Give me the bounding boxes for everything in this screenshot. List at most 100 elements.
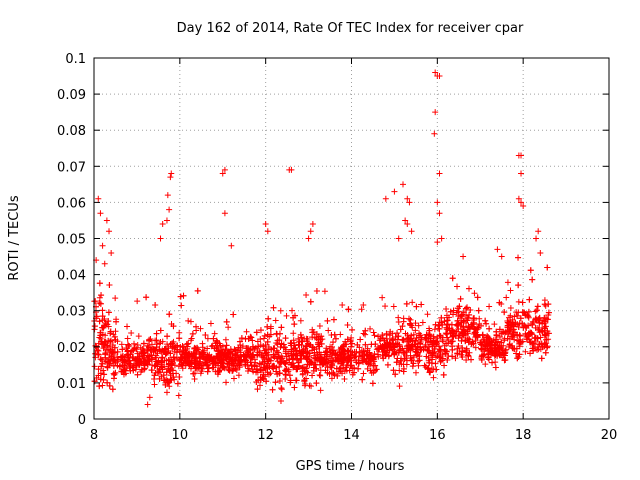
data-point: [253, 329, 260, 336]
data-point-outlier: [157, 235, 164, 242]
data-point: [233, 367, 240, 374]
data-point: [491, 341, 498, 348]
data-point: [211, 330, 218, 337]
data-point: [545, 309, 552, 316]
data-point: [269, 363, 276, 370]
data-point: [415, 362, 422, 369]
data-point: [527, 350, 534, 357]
data-point: [131, 340, 138, 347]
data-point: [463, 349, 470, 356]
y-tick-label: 0.05: [57, 233, 86, 248]
data-point: [310, 329, 317, 336]
data-point: [104, 342, 111, 349]
data-point: [402, 330, 409, 337]
data-point-outlier: [144, 401, 151, 408]
data-points: [93, 69, 544, 408]
data-point-outlier: [221, 166, 228, 173]
data-point: [444, 356, 451, 363]
data-point: [439, 321, 446, 328]
data-point: [112, 295, 119, 302]
data-point: [286, 372, 293, 379]
data-point: [407, 355, 414, 362]
data-point: [460, 309, 467, 316]
data-point: [451, 329, 458, 336]
data-point: [485, 354, 492, 361]
data-point: [447, 330, 454, 337]
data-point: [318, 340, 325, 347]
data-point: [486, 325, 493, 332]
data-point: [515, 353, 522, 360]
data-point: [273, 331, 280, 338]
data-point-outlier: [264, 228, 271, 235]
data-point: [415, 322, 422, 329]
data-point: [338, 358, 345, 365]
data-point-outlier: [219, 170, 226, 177]
data-point: [435, 322, 442, 329]
data-point: [403, 300, 410, 307]
data-point: [330, 339, 337, 346]
data-point: [313, 380, 320, 387]
data-point: [383, 349, 390, 356]
data-point: [296, 350, 303, 357]
data-point: [254, 352, 261, 359]
data-point: [541, 301, 548, 308]
data-point-outlier: [400, 181, 406, 188]
data-point: [419, 319, 426, 326]
y-tick-label: 0.06: [57, 196, 86, 211]
data-point: [510, 326, 517, 333]
data-point-outlier: [395, 235, 402, 242]
data-point: [299, 338, 306, 345]
data-point: [167, 350, 174, 357]
data-point: [365, 360, 372, 367]
data-point: [342, 364, 349, 371]
data-point: [328, 357, 335, 364]
data-point: [260, 335, 267, 342]
data-point: [96, 294, 103, 301]
data-point: [91, 323, 98, 330]
data-point-outlier: [404, 221, 411, 228]
data-point: [223, 379, 230, 386]
data-point: [136, 362, 143, 369]
data-point: [219, 364, 226, 371]
data-point-outlier: [309, 221, 316, 228]
data-point: [342, 354, 349, 361]
data-point: [321, 288, 328, 295]
data-point-outlier: [391, 188, 398, 195]
x-tick-label: 20: [601, 428, 618, 443]
data-point: [454, 305, 461, 312]
data-point: [229, 356, 236, 363]
data-point: [487, 350, 494, 357]
data-point: [529, 276, 536, 283]
data-point: [452, 332, 459, 339]
data-point: [533, 316, 540, 323]
data-point: [507, 287, 514, 294]
data-point: [412, 369, 419, 376]
data-point: [118, 341, 125, 348]
data-point: [288, 361, 295, 368]
data-point: [357, 336, 364, 343]
data-point: [411, 341, 418, 348]
data-point: [278, 386, 285, 393]
data-point: [272, 368, 279, 375]
data-point: [426, 332, 433, 339]
data-point: [109, 386, 116, 393]
data-point: [468, 356, 475, 363]
data-point: [269, 386, 276, 393]
data-point: [111, 357, 118, 364]
data-point: [174, 346, 181, 353]
data-point: [471, 290, 478, 297]
data-point: [296, 338, 303, 345]
data-point: [430, 333, 437, 340]
data-point: [176, 335, 183, 342]
data-point: [349, 340, 356, 347]
data-point: [530, 340, 537, 347]
data-point: [488, 344, 495, 351]
data-point: [102, 354, 109, 361]
data-point: [268, 346, 275, 353]
data-point: [132, 361, 139, 368]
data-point: [152, 354, 159, 361]
data-point: [371, 332, 378, 339]
data-point: [413, 303, 420, 310]
data-point: [97, 376, 104, 383]
data-point: [229, 350, 236, 357]
